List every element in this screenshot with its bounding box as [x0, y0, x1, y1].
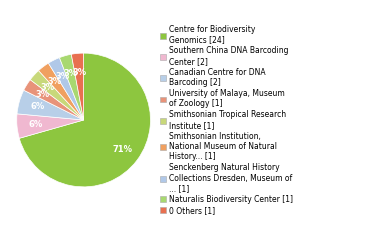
Wedge shape — [17, 114, 84, 138]
Wedge shape — [30, 71, 84, 120]
Text: 6%: 6% — [28, 120, 43, 129]
Text: 3%: 3% — [41, 83, 55, 92]
Wedge shape — [17, 90, 84, 120]
Wedge shape — [38, 63, 84, 120]
Wedge shape — [59, 54, 84, 120]
Text: 71%: 71% — [112, 144, 132, 154]
Wedge shape — [48, 58, 84, 120]
Text: 3%: 3% — [55, 72, 69, 81]
Text: 3%: 3% — [36, 90, 50, 99]
Wedge shape — [24, 80, 84, 120]
Legend: Centre for Biodiversity
Genomics [24], Southern China DNA Barcoding
Center [2], : Centre for Biodiversity Genomics [24], S… — [160, 24, 294, 216]
Wedge shape — [19, 53, 150, 187]
Text: 3%: 3% — [72, 67, 86, 77]
Text: 6%: 6% — [30, 102, 44, 111]
Text: 3%: 3% — [63, 69, 78, 78]
Text: 3%: 3% — [48, 77, 62, 86]
Wedge shape — [71, 53, 84, 120]
